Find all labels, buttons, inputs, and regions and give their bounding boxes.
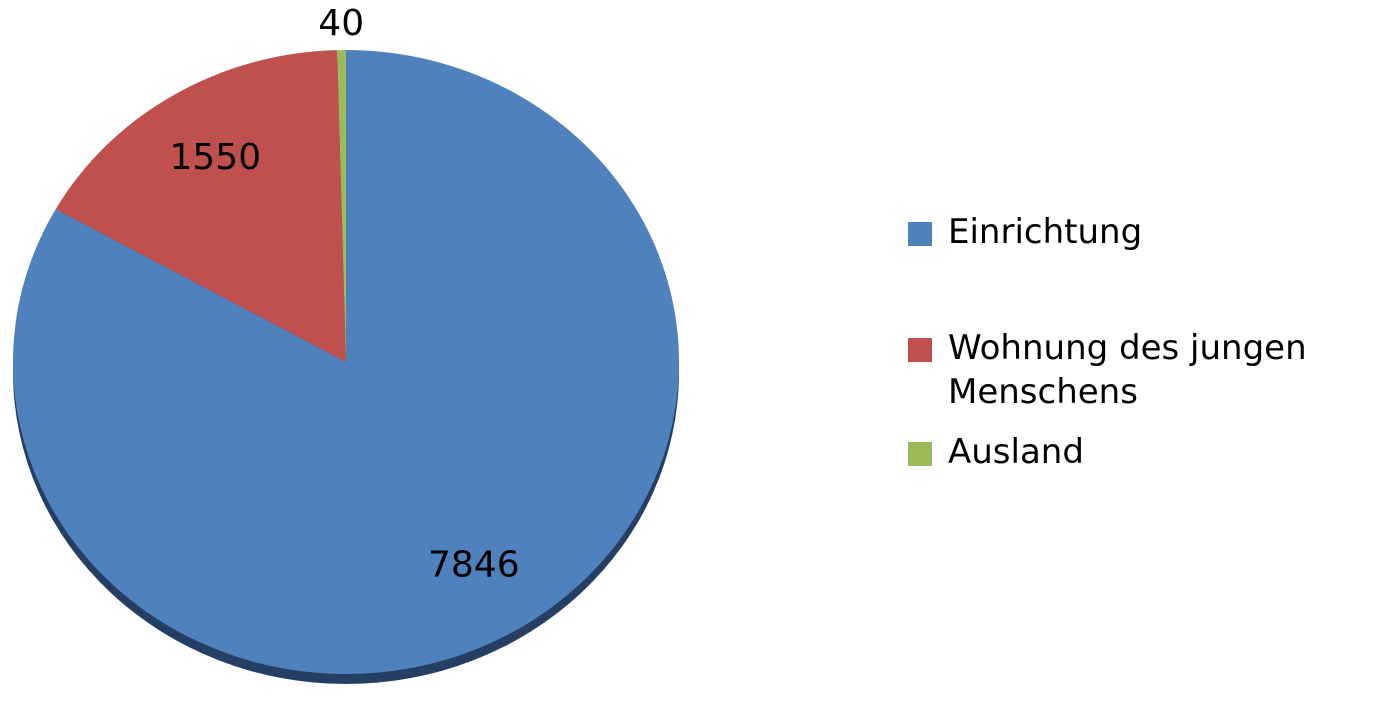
legend-item: Einrichtung [908,210,1348,254]
legend: Einrichtung Wohnung des jungen Menschens A… [908,210,1348,474]
legend-swatch [908,222,932,246]
data-label: 7846 [428,545,520,586]
legend-label: Einrichtung [948,212,1143,252]
legend-item: Ausland [908,430,1348,474]
data-label: 40 [318,3,364,44]
legend-item: Wohnung des jungen Menschens [908,326,1348,414]
legend-swatch [908,338,932,362]
legend-swatch [908,442,932,466]
legend-label: Wohnung des jungen Menschens [948,328,1307,412]
data-label: 1550 [169,137,261,178]
pie-slice [337,50,346,362]
pie-slice [12,50,679,675]
legend-label: Ausland [948,432,1084,472]
pie-slice [55,50,346,363]
